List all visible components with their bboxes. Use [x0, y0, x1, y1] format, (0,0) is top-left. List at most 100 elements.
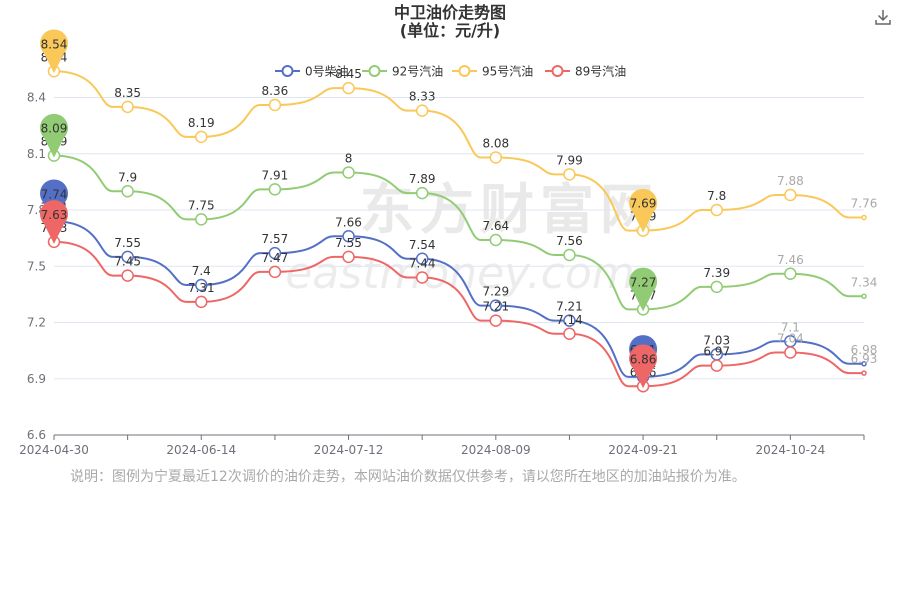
- data-label: 7.29: [482, 285, 509, 299]
- legend-marker: [368, 65, 381, 77]
- data-point: [121, 269, 134, 282]
- data-label: 7.75: [188, 198, 215, 212]
- data-point: [563, 248, 576, 262]
- data-point: [784, 188, 797, 202]
- legend-item[interactable]: 95号汽油: [452, 64, 533, 79]
- data-label: 8.45: [335, 67, 362, 81]
- legend-label: 92号汽油: [392, 64, 443, 79]
- legend-item[interactable]: 89号汽油: [545, 64, 626, 79]
- data-point: [342, 81, 355, 95]
- data-point: [195, 295, 208, 309]
- min-marker-label: 6.86: [630, 352, 657, 366]
- data-label: 7.44: [409, 257, 436, 271]
- y-tick-label: 7.5: [27, 259, 46, 273]
- max-marker-shape: [40, 113, 69, 158]
- chart-note: 说明：图例为宁夏最近12次调价的油价走势，本网站油价数据仅供参考，请以您所在地区…: [70, 469, 746, 485]
- data-point: [563, 327, 576, 340]
- data-point: [268, 246, 282, 260]
- data-point: [342, 166, 355, 179]
- legend-item[interactable]: 92号汽油: [362, 64, 443, 79]
- data-label: 7.1: [781, 320, 800, 334]
- data-label: 8.08: [482, 137, 509, 151]
- max-marker: 7.63: [40, 200, 69, 244]
- chart-subtitle: (单位：元/升): [399, 21, 501, 40]
- data-point: [342, 230, 355, 243]
- data-label: 7.31: [188, 281, 215, 295]
- data-point: [489, 314, 503, 327]
- data-point: [710, 280, 723, 294]
- y-tick-label: 6.9: [27, 372, 46, 386]
- data-label: 7.55: [335, 236, 362, 250]
- x-tick-label: 2024-09-21: [608, 443, 678, 457]
- data-label: 7.4: [192, 264, 211, 278]
- data-label: 8.36: [262, 84, 289, 98]
- data-point: [342, 250, 355, 264]
- data-label: 7.8: [707, 189, 726, 203]
- data-label: 7.21: [482, 300, 509, 314]
- data-point: [489, 151, 503, 164]
- data-point: [121, 100, 134, 114]
- data-label: 6.93: [851, 352, 878, 366]
- data-label: 7.55: [114, 236, 141, 250]
- data-label: 7.03: [703, 333, 730, 347]
- max-marker-label: 8.09: [41, 122, 68, 136]
- data-label: 6.97: [703, 345, 730, 359]
- data-label: 7.99: [556, 153, 583, 167]
- max-marker-label: 7.63: [41, 208, 68, 222]
- data-point: [415, 186, 429, 200]
- legend-marker: [551, 65, 564, 77]
- data-point: [415, 104, 429, 117]
- x-tick-label: 2024-10-24: [755, 443, 825, 457]
- x-tick-label: 2024-08-09: [461, 443, 531, 457]
- max-marker-shape: [40, 200, 69, 244]
- data-point: [861, 361, 867, 367]
- x-tick-label: 2024-06-14: [166, 443, 236, 457]
- min-marker-shape: [629, 267, 658, 312]
- data-label: 7.45: [114, 255, 141, 269]
- min-marker-shape: [629, 188, 658, 233]
- min-marker: 6.86: [629, 344, 658, 389]
- data-point: [710, 203, 723, 217]
- max-marker: 8.54: [39, 29, 69, 74]
- data-point: [268, 265, 282, 279]
- series-line: [53, 220, 864, 378]
- legend-label: 89号汽油: [575, 64, 626, 79]
- data-label: 7.64: [482, 219, 509, 233]
- y-tick-label: 8.1: [27, 147, 46, 161]
- data-point: [861, 293, 867, 299]
- data-point: [121, 250, 134, 264]
- legend-label: 0号柴油: [305, 65, 349, 79]
- data-label: 7.21: [556, 300, 583, 314]
- data-point: [861, 214, 867, 221]
- data-label: 7.34: [851, 275, 878, 289]
- min-marker-shape: [629, 344, 658, 389]
- data-point: [784, 267, 797, 280]
- data-point: [121, 185, 134, 198]
- data-label: 7.57: [262, 232, 289, 246]
- data-label: 7.54: [409, 238, 436, 252]
- data-point: [415, 252, 429, 265]
- download-icon[interactable]: [874, 8, 892, 26]
- data-label: 7.14: [556, 313, 583, 327]
- min-marker-label: 7.27: [630, 275, 657, 289]
- data-label: 7.89: [409, 172, 436, 186]
- data-label: 7.91: [262, 168, 289, 182]
- x-tick-label: 2024-04-30: [19, 443, 89, 457]
- data-point: [415, 271, 429, 284]
- legend-label: 95号汽油: [482, 64, 533, 79]
- y-tick-label: 7.2: [27, 316, 46, 330]
- legend-marker: [281, 65, 294, 77]
- data-point: [563, 168, 576, 181]
- data-label: 8.19: [188, 116, 215, 130]
- data-point: [268, 98, 282, 112]
- data-point: [268, 183, 282, 196]
- data-label: 7.47: [262, 251, 289, 265]
- legend-item[interactable]: 0号柴油: [275, 65, 349, 79]
- data-label: 7.88: [777, 174, 804, 188]
- data-point: [195, 213, 208, 226]
- min-marker-label: 7.69: [630, 197, 657, 211]
- data-point: [195, 130, 208, 144]
- min-marker: 7.27: [629, 267, 658, 312]
- data-label: 8.33: [409, 90, 436, 104]
